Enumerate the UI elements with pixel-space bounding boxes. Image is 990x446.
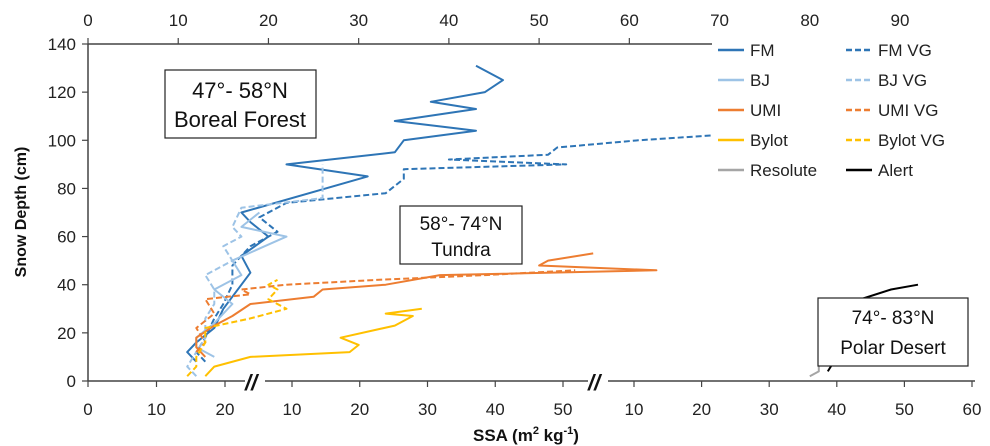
top-tick-label: 80 bbox=[800, 11, 819, 30]
region-label-polar: 74°- 83°N Polar Desert bbox=[817, 297, 969, 367]
y-tick-label: 80 bbox=[57, 179, 76, 198]
y-tick-label: 0 bbox=[67, 372, 76, 391]
top-tick-label: 20 bbox=[259, 11, 278, 30]
axis-break-1: // bbox=[244, 370, 260, 395]
bottom-tick-label: 20 bbox=[216, 400, 235, 419]
bottom-tick-label: 40 bbox=[827, 400, 846, 419]
y-axis-ticks: 0 20 40 60 80 100 120 140 bbox=[48, 35, 88, 391]
y-tick-label: 100 bbox=[48, 131, 76, 150]
legend-label: BJ VG bbox=[878, 71, 927, 90]
x-axis-title-end: ) bbox=[573, 426, 579, 445]
series-line-bylot bbox=[204, 307, 422, 377]
region-polar-line2: Polar Desert bbox=[840, 338, 946, 359]
data-series bbox=[186, 64, 919, 378]
bottom-tick-label: 60 bbox=[963, 400, 982, 419]
region-boreal-line1: 47°- 58°N bbox=[192, 78, 288, 103]
bottom-tick-label: 50 bbox=[895, 400, 914, 419]
legend: FM FM VG BJ BJ VG UMI UMI VG Bylot Bylot VG Reso… bbox=[712, 32, 988, 190]
region-label-tundra: 58°- 74°N Tundra bbox=[399, 205, 523, 265]
series-line-bj-vg bbox=[186, 164, 324, 377]
top-tick-label: 90 bbox=[891, 11, 910, 30]
legend-label: Bylot VG bbox=[878, 131, 945, 150]
region-tundra-line1: 58°- 74°N bbox=[420, 214, 503, 235]
region-box-boreal bbox=[164, 69, 317, 139]
bottom-axis-ticks: 0 10 20 10 20 30 40 50 10 20 30 40 50 60 bbox=[83, 381, 981, 419]
series-line-umi-vg bbox=[195, 269, 576, 353]
region-box-polar bbox=[817, 297, 969, 367]
bottom-tick-label: 30 bbox=[418, 400, 437, 419]
top-tick-label: 70 bbox=[710, 11, 729, 30]
legend-label: Bylot bbox=[750, 131, 788, 150]
top-tick-label: 0 bbox=[83, 11, 92, 30]
y-tick-label: 40 bbox=[57, 276, 76, 295]
series-line-bylot-vg bbox=[186, 279, 288, 377]
x-axis-title-sup1: 2 bbox=[533, 425, 539, 437]
region-label-boreal: 47°- 58°N Boreal Forest bbox=[164, 69, 317, 139]
region-polar-line1: 74°- 83°N bbox=[852, 308, 935, 329]
legend-label: FM bbox=[750, 41, 775, 60]
bottom-tick-label: 40 bbox=[486, 400, 505, 419]
bottom-tick-label: 0 bbox=[83, 400, 92, 419]
legend-label: BJ bbox=[750, 71, 770, 90]
legend-label: UMI bbox=[750, 101, 781, 120]
y-tick-label: 60 bbox=[57, 228, 76, 247]
top-axis-ticks: 0 10 20 30 40 50 60 70 80 90 bbox=[83, 11, 909, 44]
y-tick-label: 140 bbox=[48, 35, 76, 54]
series-line-umi bbox=[195, 252, 658, 358]
legend-label: Resolute bbox=[750, 161, 817, 180]
y-tick-label: 20 bbox=[57, 324, 76, 343]
bottom-tick-label: 20 bbox=[350, 400, 369, 419]
y-axis-title: Snow Depth (cm) bbox=[13, 147, 30, 278]
axis-break-2: // bbox=[587, 370, 603, 395]
legend-label: FM VG bbox=[878, 41, 932, 60]
bottom-tick-label: 10 bbox=[283, 400, 302, 419]
region-box-tundra bbox=[399, 205, 523, 265]
top-tick-label: 50 bbox=[530, 11, 549, 30]
bottom-tick-label: 30 bbox=[760, 400, 779, 419]
legend-label: Alert bbox=[878, 161, 913, 180]
region-tundra-line2: Tundra bbox=[431, 240, 491, 261]
legend-label: UMI VG bbox=[878, 101, 938, 120]
bottom-tick-label: 50 bbox=[554, 400, 573, 419]
bottom-tick-label: 20 bbox=[692, 400, 711, 419]
y-tick-label: 120 bbox=[48, 83, 76, 102]
bottom-tick-label: 10 bbox=[147, 400, 166, 419]
x-axis-title-sup2: -1 bbox=[564, 425, 574, 437]
x-axis-title-mid: kg bbox=[539, 426, 564, 445]
region-boreal-line2: Boreal Forest bbox=[174, 107, 306, 132]
top-tick-label: 10 bbox=[169, 11, 188, 30]
top-tick-label: 40 bbox=[439, 11, 458, 30]
x-axis-title: SSA (m2 kg-1) bbox=[473, 425, 579, 445]
x-axis-title-main: SSA (m bbox=[473, 426, 533, 445]
series-line-fm-vg bbox=[195, 108, 883, 363]
bottom-tick-label: 10 bbox=[625, 400, 644, 419]
top-tick-label: 60 bbox=[620, 11, 639, 30]
top-tick-label: 30 bbox=[349, 11, 368, 30]
